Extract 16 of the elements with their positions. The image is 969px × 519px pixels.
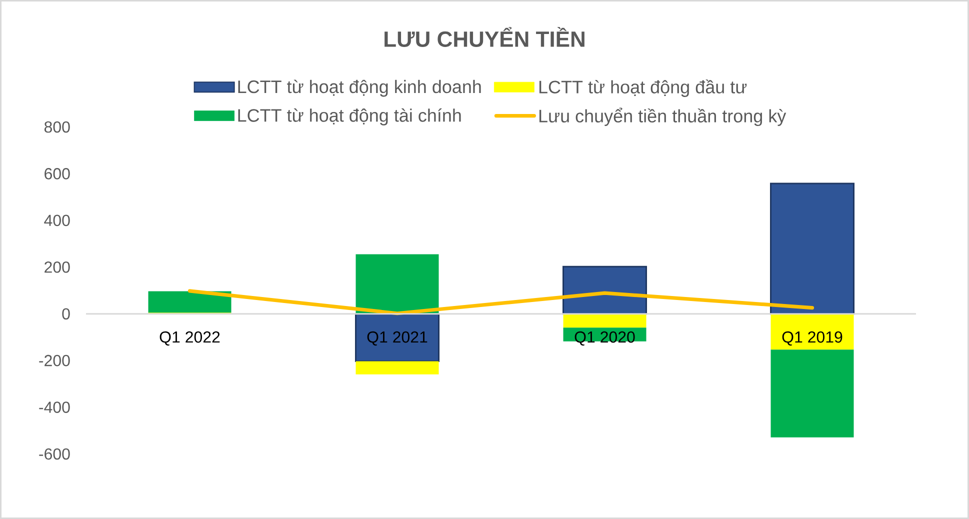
legend-label: LCTT từ hoạt động đầu tư (539, 79, 747, 98)
x-tick-label: Q1 2022 (160, 331, 220, 346)
x-tick-label: Q1 2021 (367, 331, 428, 346)
legend-label: Lưu chuyển tiền thuần trong kỳ (539, 108, 786, 126)
y-tick-label: 800 (44, 121, 70, 133)
y-tick-label: -200 (39, 354, 70, 366)
y-tick-label: 600 (44, 168, 70, 180)
legend-label: LCTT từ hoạt động kinh doanh (238, 80, 481, 97)
legend-label: LCTT từ hoạt động tài chính (238, 108, 461, 126)
x-tick-label: Q1 2019 (782, 331, 842, 346)
y-tick-label: -600 (39, 448, 70, 460)
y-tick-label: 200 (44, 261, 70, 273)
chart-title: LƯU CHUYỂN TIỀN (384, 27, 584, 47)
y-tick-label: 400 (44, 214, 70, 226)
y-tick-label: 0 (62, 308, 70, 320)
y-tick-label: -400 (39, 402, 70, 413)
